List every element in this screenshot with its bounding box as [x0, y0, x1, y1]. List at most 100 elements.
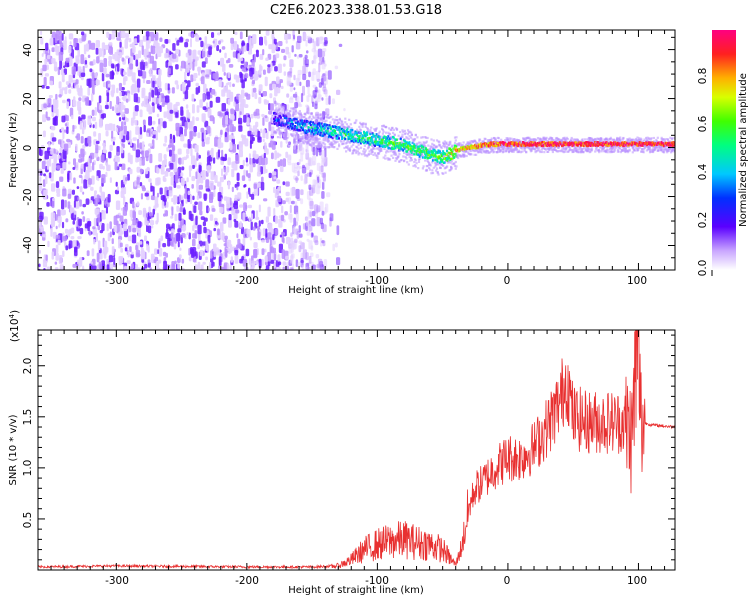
- signal-halo: [298, 141, 301, 144]
- signal-cell: [287, 117, 290, 121]
- noise-speckle: [300, 198, 304, 205]
- noise-speckle: [192, 233, 197, 239]
- signal-halo: [286, 136, 289, 140]
- noise-speckle: [140, 168, 143, 175]
- signal-halo: [304, 112, 307, 115]
- signal-halo: [363, 144, 366, 147]
- noise-speckle: [108, 55, 112, 61]
- noise-speckle: [206, 102, 209, 108]
- signal-halo: [537, 147, 540, 150]
- signal-halo: [300, 114, 303, 117]
- signal-cell: [299, 129, 302, 132]
- signal-cell: [299, 119, 302, 122]
- noise-speckle: [87, 87, 91, 96]
- signal-cell: [285, 117, 288, 120]
- noise-speckle: [129, 130, 132, 141]
- noise-speckle: [131, 42, 135, 48]
- noise-speckle: [227, 98, 231, 106]
- noise-speckle: [164, 39, 169, 44]
- noise-speckle: [210, 89, 216, 95]
- noise-speckle: [263, 166, 266, 172]
- signal-halo: [442, 172, 445, 175]
- noise-speckle: [123, 70, 126, 77]
- noise-speckle: [82, 191, 85, 195]
- noise-speckle: [138, 69, 143, 77]
- noise-speckle: [51, 183, 56, 192]
- noise-speckle: [79, 186, 83, 193]
- noise-speckle: [177, 263, 180, 269]
- noise-speckle: [203, 226, 207, 234]
- noise-speckle: [296, 55, 300, 59]
- signal-halo: [344, 117, 347, 120]
- noise-speckle: [180, 177, 185, 186]
- noise-speckle: [101, 174, 106, 184]
- signal-halo: [385, 131, 388, 134]
- noise-speckle: [61, 221, 65, 229]
- noise-speckle: [257, 231, 261, 241]
- noise-speckle: [238, 141, 243, 151]
- noise-speckle: [160, 165, 164, 172]
- signal-halo: [410, 133, 413, 136]
- noise-speckle: [181, 233, 186, 238]
- signal-cell: [309, 123, 312, 127]
- signal-halo: [276, 129, 279, 132]
- signal-halo: [303, 140, 306, 143]
- noise-speckle: [239, 221, 242, 228]
- noise-speckle: [316, 205, 321, 213]
- noise-speckle: [224, 52, 227, 59]
- noise-speckle: [287, 52, 291, 59]
- signal-halo: [401, 133, 404, 136]
- noise-speckle: [306, 35, 311, 40]
- noise-speckle: [186, 177, 189, 183]
- noise-speckle: [241, 44, 244, 55]
- signal-cell: [275, 112, 278, 115]
- noise-speckle: [239, 204, 244, 208]
- noise-speckle: [215, 71, 219, 79]
- noise-speckle: [306, 95, 310, 102]
- noise-speckle: [273, 176, 277, 180]
- noise-speckle: [113, 215, 118, 226]
- noise-speckle: [192, 238, 196, 247]
- noise-speckle: [49, 38, 54, 46]
- noise-speckle: [213, 187, 216, 197]
- noise-speckle: [263, 100, 269, 105]
- noise-speckle: [204, 120, 209, 128]
- noise-speckle: [278, 261, 282, 266]
- noise-speckle: [98, 104, 102, 110]
- noise-speckle: [270, 126, 275, 137]
- signal-halo: [335, 115, 338, 119]
- noise-speckle: [267, 261, 271, 267]
- noise-speckle: [91, 93, 94, 102]
- noise-speckle: [201, 61, 206, 68]
- noise-speckle: [182, 209, 186, 215]
- noise-speckle: [43, 189, 48, 200]
- noise-speckle: [258, 97, 262, 104]
- signal-halo: [282, 113, 285, 116]
- noise-speckle: [289, 86, 293, 92]
- noise-speckle: [178, 157, 181, 164]
- noise-speckle: [291, 241, 295, 248]
- noise-speckle: [196, 152, 199, 161]
- noise-speckle: [285, 197, 289, 203]
- noise-speckle: [284, 32, 289, 41]
- noise-speckle: [176, 39, 180, 46]
- noise-speckle: [316, 185, 320, 195]
- noise-speckle: [195, 87, 199, 95]
- signal-halo: [545, 136, 548, 139]
- noise-speckle: [82, 265, 85, 270]
- noise-speckle: [269, 93, 273, 99]
- signal-halo: [371, 151, 374, 154]
- signal-cell: [276, 124, 279, 127]
- noise-speckle: [127, 173, 130, 181]
- noise-speckle: [206, 125, 211, 134]
- noise-speckle: [248, 258, 252, 265]
- signal-cell: [274, 116, 277, 119]
- noise-speckle: [267, 66, 271, 74]
- noise-speckle: [150, 185, 154, 192]
- signal-cell: [334, 129, 336, 133]
- noise-speckle: [217, 32, 221, 36]
- noise-speckle: [218, 256, 222, 266]
- noise-speckle: [298, 245, 302, 253]
- signal-halo: [276, 136, 280, 139]
- noise-speckle: [137, 267, 140, 270]
